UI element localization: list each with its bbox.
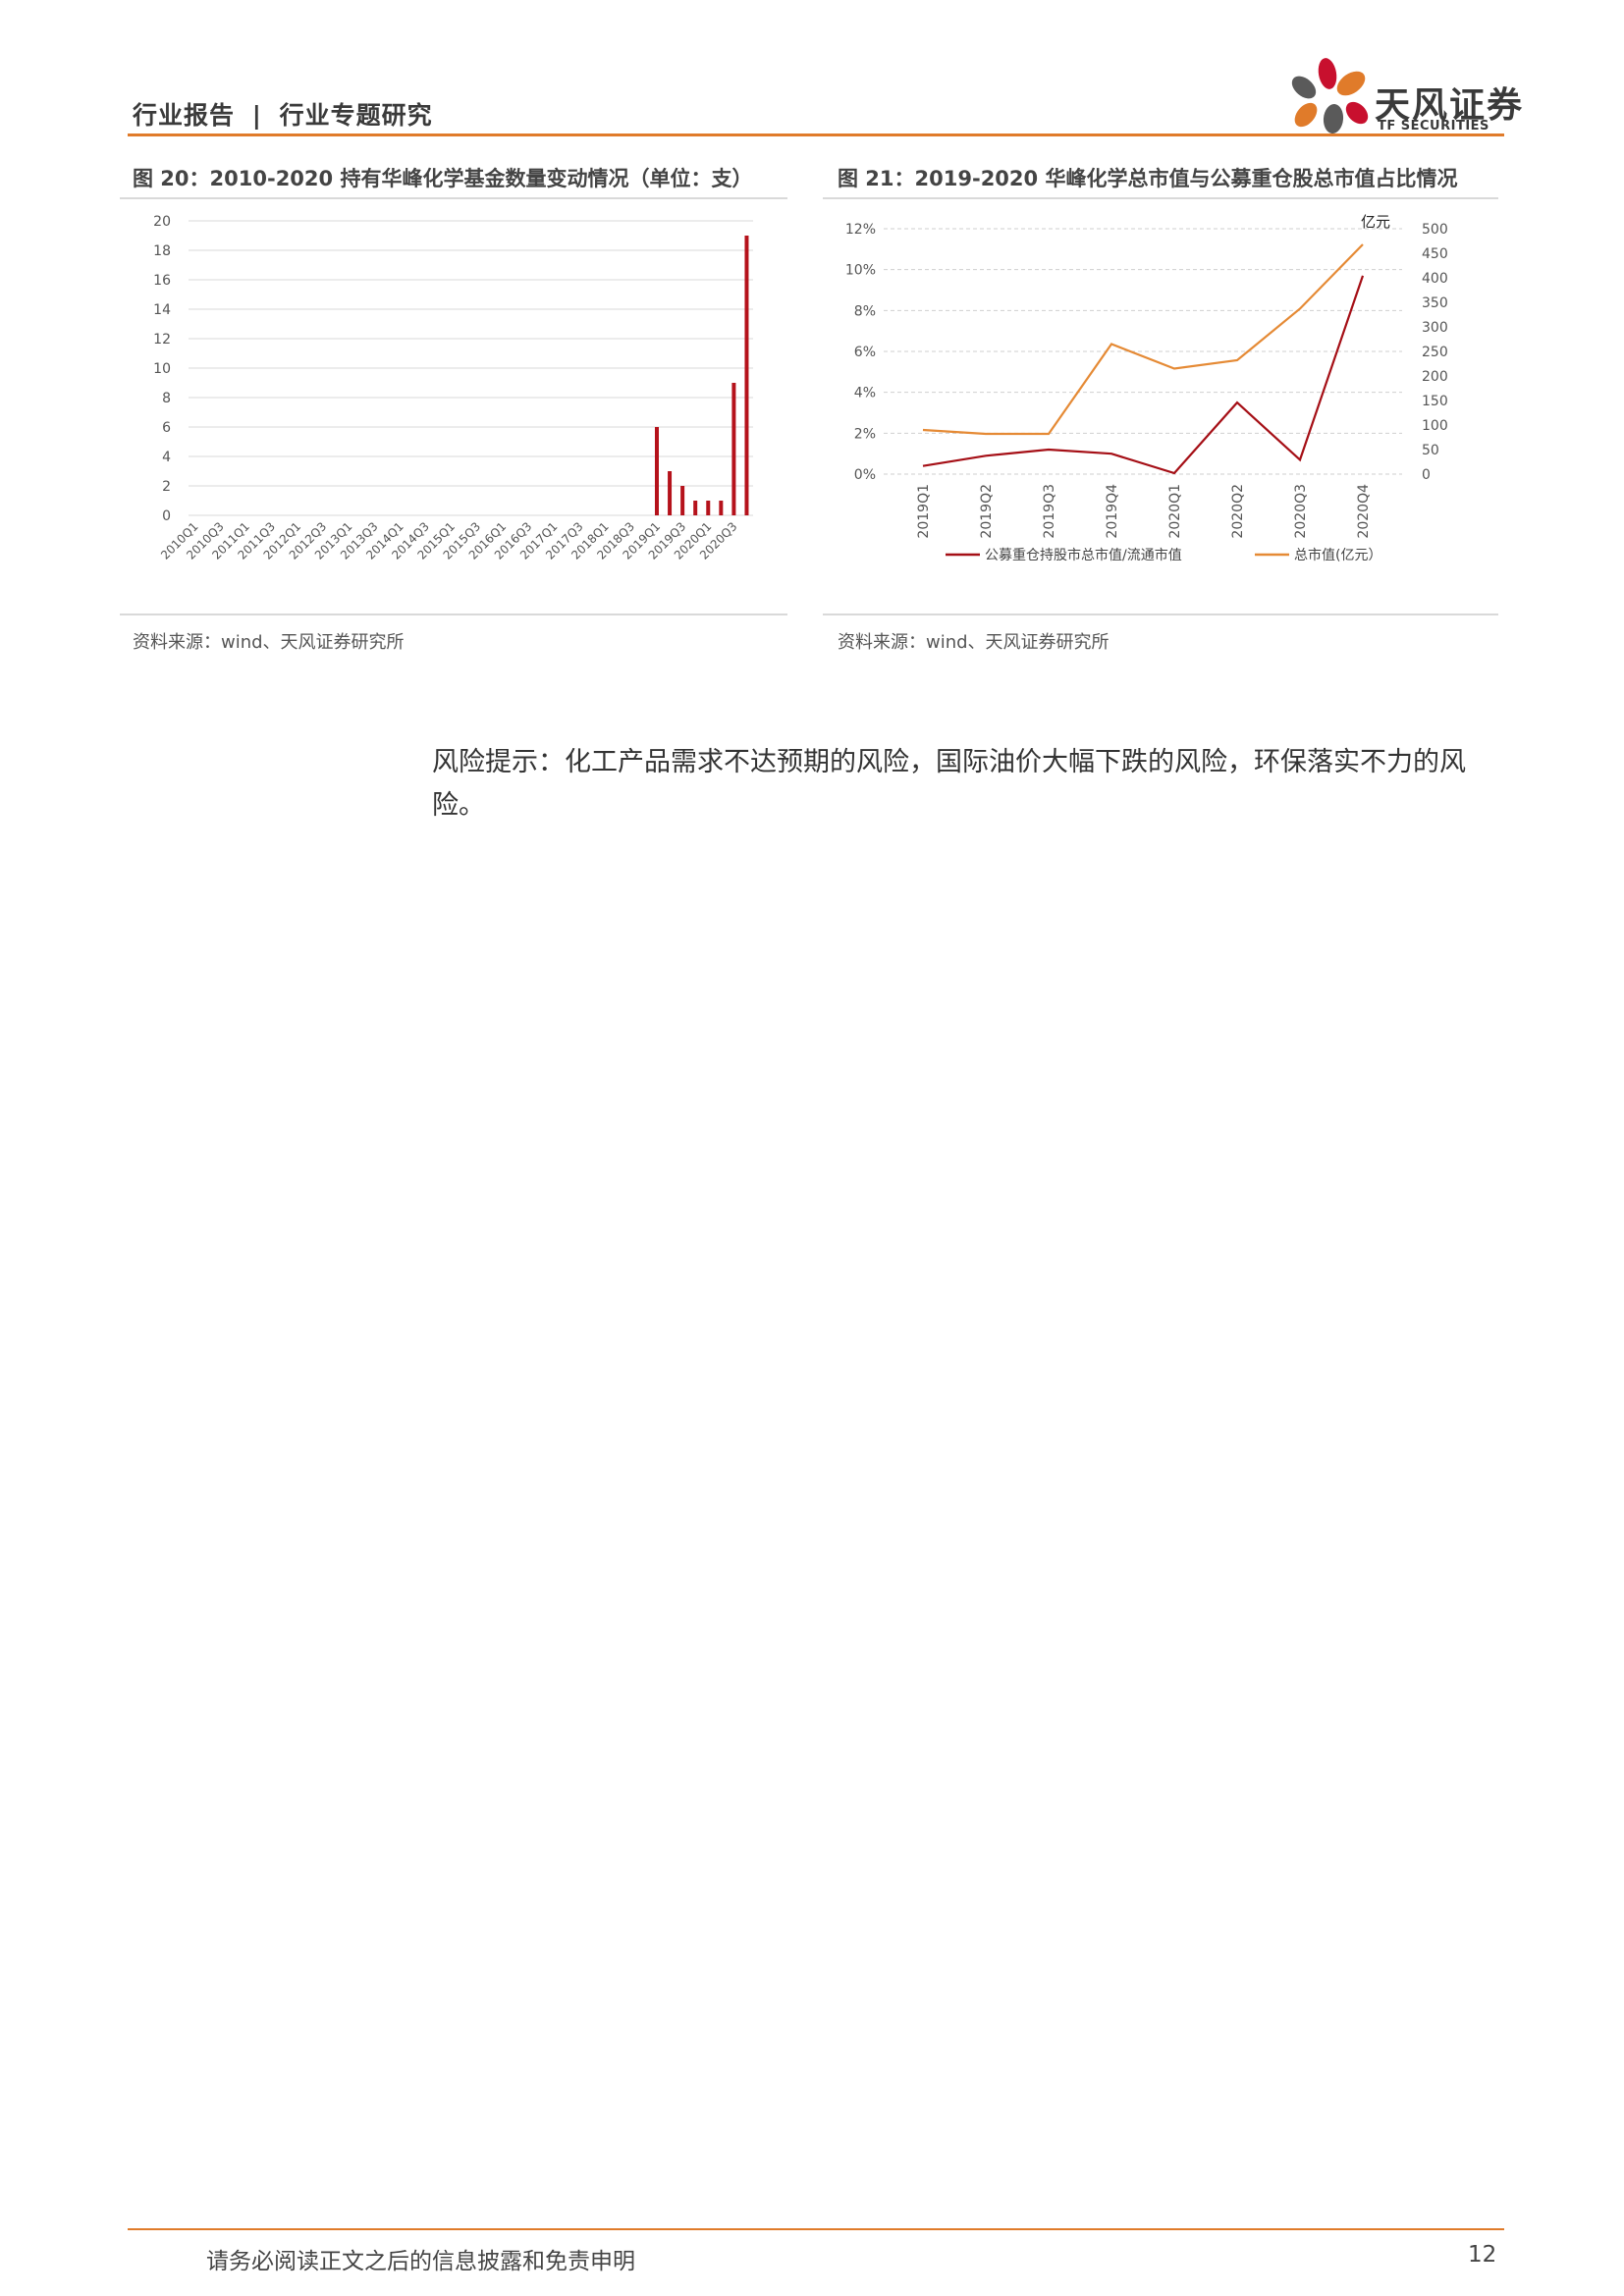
line-chart-right-tick: 200 xyxy=(1422,369,1448,385)
footer-disclaimer: 请务必阅读正文之后的信息披露和免责申明 xyxy=(206,2249,635,2274)
figure-20-top-rule xyxy=(120,197,787,199)
line-chart-x-tick: 2019Q2 xyxy=(979,484,995,539)
line-chart-right-unit: 亿元 xyxy=(1361,213,1390,231)
line-chart-left-tick: 6% xyxy=(854,345,876,360)
bar-chart-y-tick: 20 xyxy=(153,214,171,230)
report-type: 行业报告 xyxy=(133,101,236,130)
legend-label-2: 总市值(亿元） xyxy=(1294,547,1381,563)
line-chart-left-tick: 0% xyxy=(854,467,876,483)
bar-chart-y-tick: 2 xyxy=(162,479,171,495)
page-number: 12 xyxy=(1468,2242,1497,2268)
line-chart-right-tick: 0 xyxy=(1422,467,1431,483)
footer-rule xyxy=(128,2228,1504,2230)
bar-chart-y-tick: 4 xyxy=(162,450,171,465)
fund-count-bar-chart: 024681012141618202010Q12010Q32011Q12011Q… xyxy=(153,214,753,562)
line-chart-right-tick: 250 xyxy=(1422,345,1448,360)
line-chart-left-tick: 10% xyxy=(845,263,876,279)
figure-21-bottom-rule xyxy=(823,614,1498,615)
bar-chart-y-tick: 14 xyxy=(153,302,171,318)
bar-chart-y-tick: 10 xyxy=(153,361,171,377)
figure-21-title: 图 21：2019-2020 华峰化学总市值与公募重仓股总市值占比情况 xyxy=(838,167,1458,190)
line-chart-left-tick: 4% xyxy=(854,386,876,401)
line-chart-right-tick: 350 xyxy=(1422,295,1448,311)
line-chart-x-tick: 2019Q4 xyxy=(1105,484,1120,539)
line-series-1 xyxy=(922,275,1365,475)
bar-chart-y-tick: 12 xyxy=(153,332,171,347)
bar-chart-y-tick: 18 xyxy=(153,243,171,259)
logo-subtext: TF SECURITIES xyxy=(1378,119,1489,133)
bar-chart-y-tick: 6 xyxy=(162,420,171,436)
figure-20-title: 图 20：2010-2020 持有华峰化学基金数量变动情况（单位：支） xyxy=(133,167,753,190)
bar-chart-y-tick: 8 xyxy=(162,391,171,406)
header-separator: | xyxy=(251,101,262,130)
line-chart-x-tick: 2019Q1 xyxy=(916,484,932,539)
bar-2020Q1 xyxy=(706,501,711,515)
line-chart-right-tick: 500 xyxy=(1422,222,1448,238)
line-chart-left-tick: 12% xyxy=(845,222,876,238)
line-chart-right-tick: 100 xyxy=(1422,418,1448,434)
bar-chart-y-tick: 0 xyxy=(162,508,171,524)
line-chart-right-tick: 450 xyxy=(1422,246,1448,262)
header-rule xyxy=(128,133,1504,136)
line-chart-left-tick: 8% xyxy=(854,303,876,319)
line-chart-right-tick: 50 xyxy=(1422,443,1439,458)
figure-20-source: 资料来源：wind、天风证券研究所 xyxy=(133,632,405,653)
bar-2020Q2 xyxy=(719,501,724,515)
bar-2019Q1 xyxy=(654,427,659,515)
logo-text: 天风证券 xyxy=(1375,85,1525,126)
line-chart-x-tick: 2019Q3 xyxy=(1042,484,1057,539)
tf-securities-logo-icon xyxy=(1291,58,1369,133)
line-chart-right-tick: 300 xyxy=(1422,320,1448,336)
figure-20-bottom-rule xyxy=(120,614,787,615)
line-chart-x-tick: 2020Q3 xyxy=(1293,484,1309,539)
figure-21-source: 资料来源：wind、天风证券研究所 xyxy=(838,632,1110,653)
line-chart-left-tick: 2% xyxy=(854,426,876,442)
line-series-2 xyxy=(922,243,1364,436)
line-chart-x-tick: 2020Q4 xyxy=(1356,484,1372,539)
market-value-line-chart: 0% 2% 4% 6% 8% 10% 12% 0 50 100 150 200 250 300 350 400… xyxy=(845,213,1448,563)
line-chart-right-tick: 150 xyxy=(1422,394,1448,409)
line-chart-x-tick: 2020Q2 xyxy=(1230,484,1246,539)
line-chart-right-tick: 400 xyxy=(1422,271,1448,287)
bar-2019Q3 xyxy=(680,486,685,515)
bar-2020Q3 xyxy=(731,383,736,515)
bar-2020Q4 xyxy=(744,236,749,515)
bar-2019Q2 xyxy=(668,471,673,515)
bar-chart-y-tick: 16 xyxy=(153,273,171,289)
bar-2019Q4 xyxy=(693,501,698,515)
line-chart-x-tick: 2020Q1 xyxy=(1167,484,1183,539)
report-header: 行业报告 | 行业专题研究 xyxy=(133,96,433,132)
report-subtype: 行业专题研究 xyxy=(279,101,433,130)
legend-label-1: 公募重仓持股市总市值/流通市值 xyxy=(985,547,1182,563)
risk-notice: 风险提示：化工产品需求不达预期的风险，国际油价大幅下跌的风险，环保落实不力的风险… xyxy=(432,747,1466,821)
figure-21-top-rule xyxy=(823,197,1498,199)
